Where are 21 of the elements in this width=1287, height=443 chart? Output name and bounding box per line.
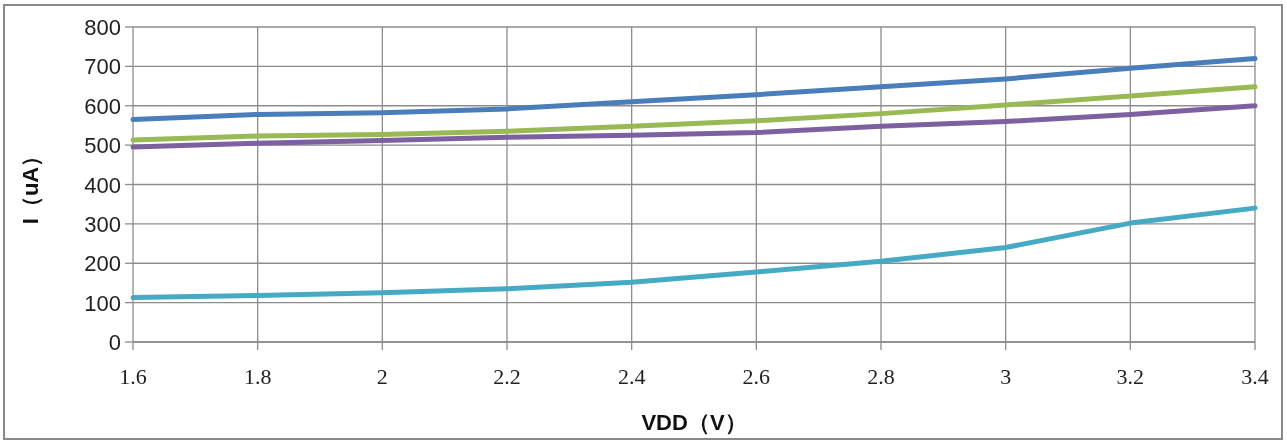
y-tick-label: 800 (84, 15, 121, 40)
y-tick-label: 300 (84, 211, 121, 237)
y-tick-label: 0 (108, 330, 121, 355)
y-axis-title: I（uA） (18, 144, 43, 225)
y-tick-label: 100 (84, 290, 121, 316)
y-tick-label: 700 (84, 54, 121, 80)
y-tick-label: 600 (84, 93, 121, 119)
x-tick-label: 2 (376, 364, 388, 389)
y-tick-label: 200 (84, 251, 121, 277)
x-tick-label: 2.8 (867, 364, 895, 389)
y-tick-label: 500 (84, 133, 121, 159)
x-tick-label: 2.4 (617, 364, 646, 389)
x-tick-label: 2.2 (493, 364, 521, 389)
y-tick-label: 400 (84, 172, 121, 198)
x-tick-label: 1.6 (119, 364, 147, 389)
x-tick-label: 2.6 (742, 364, 771, 389)
x-tick-label: 3 (1000, 364, 1012, 389)
x-tick-label: 3.4 (1241, 364, 1269, 389)
x-tick-label: 1.8 (243, 364, 272, 389)
x-axis-title: VDD（V） (641, 410, 747, 435)
x-tick-label: 3.2 (1116, 364, 1145, 389)
